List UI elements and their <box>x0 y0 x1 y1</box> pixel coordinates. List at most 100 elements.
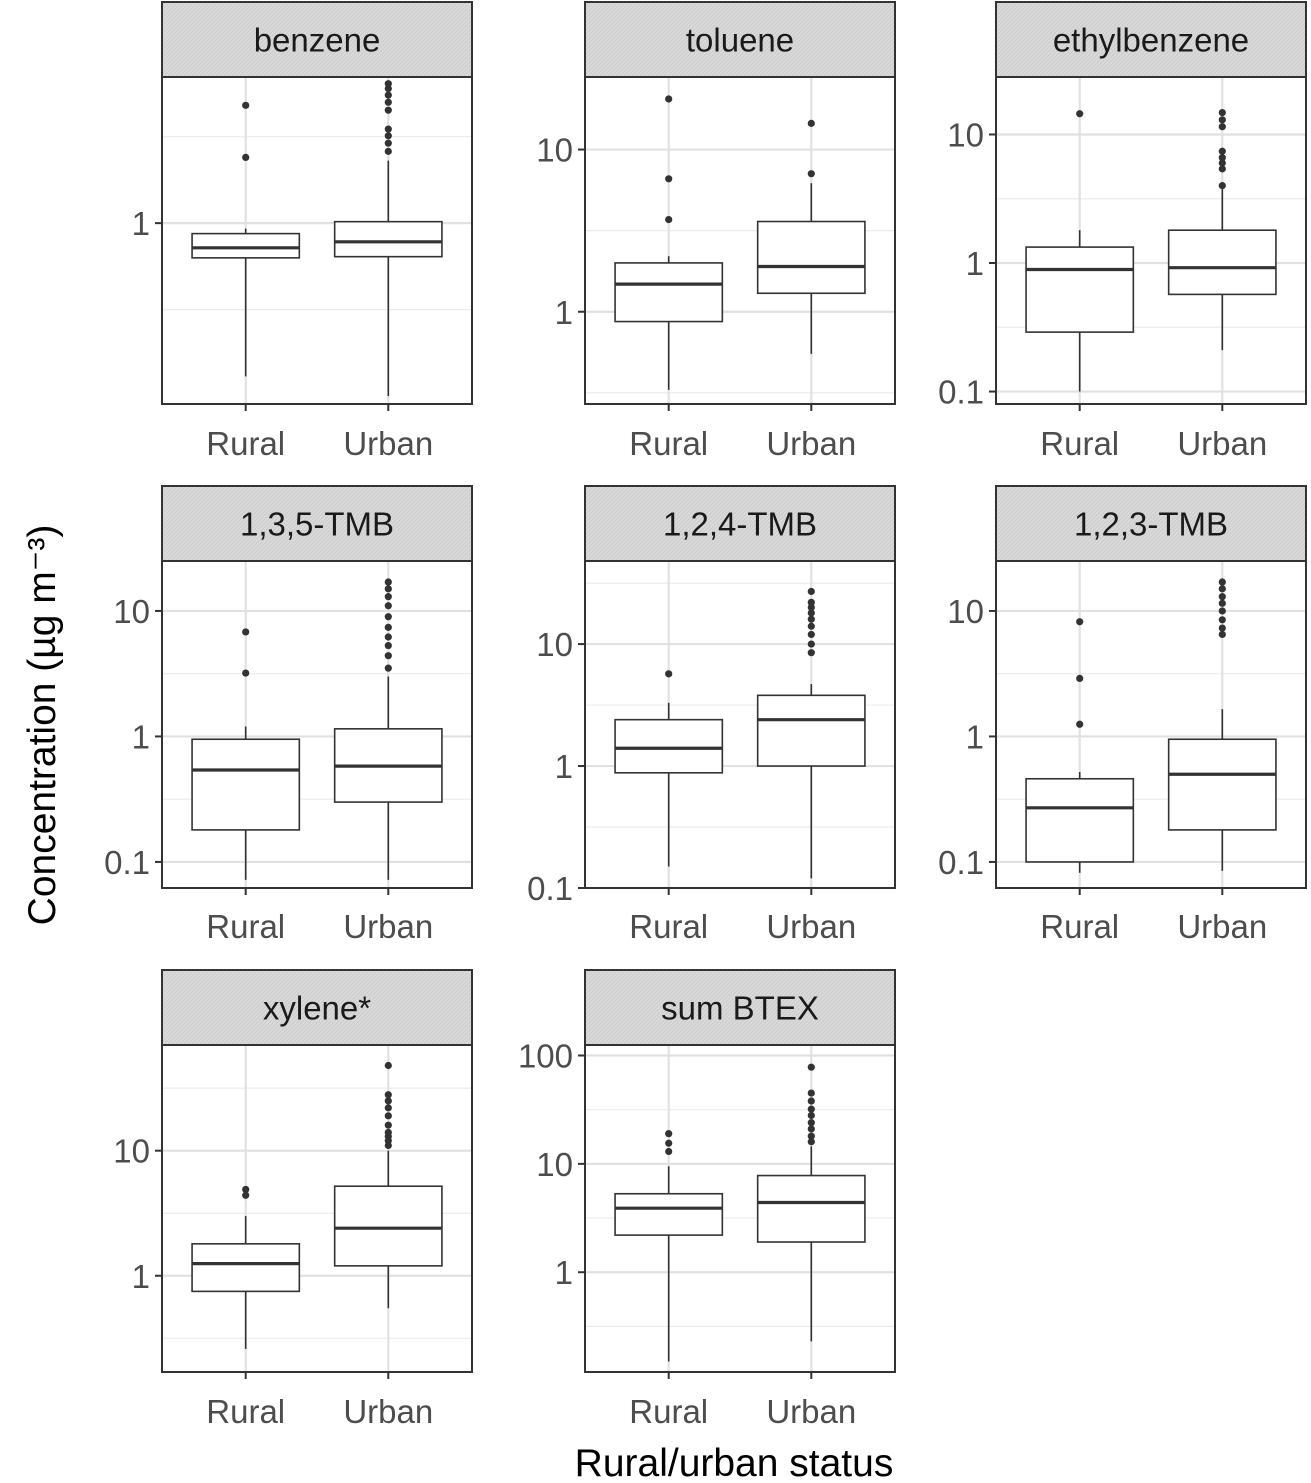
box-rural <box>191 101 301 377</box>
y-tick-label: 10 <box>536 1146 573 1183</box>
box-urban <box>333 578 443 880</box>
facet-strip <box>161 1 473 78</box>
outlier-point <box>807 119 815 127</box>
box-urban <box>756 1063 866 1342</box>
outlier-point <box>807 1097 815 1105</box>
outlier-point <box>384 1121 392 1129</box>
iqr-box <box>333 1185 443 1267</box>
panel-border <box>584 1044 896 1373</box>
facet-strip <box>584 1 896 78</box>
x-axis-title: Rural/urban status <box>575 1442 894 1483</box>
outlier-point <box>384 652 392 660</box>
outlier-point <box>1218 630 1226 639</box>
facet-title: ethylbenzene <box>1053 22 1249 59</box>
y-tick-label: 0.1 <box>104 844 150 881</box>
panel-7: xylene* 1 10 Rural Urban <box>113 969 473 1430</box>
outlier-point <box>1218 585 1226 593</box>
y-tick-label: 1 <box>555 1254 573 1291</box>
panel-border <box>161 1044 473 1373</box>
outlier-point <box>807 640 815 648</box>
outlier-point <box>1218 182 1226 190</box>
outlier-point <box>384 578 392 586</box>
panel-background <box>162 561 472 888</box>
x-tick-label: Urban <box>766 908 856 945</box>
facet-strip <box>995 485 1307 562</box>
outlier-point <box>242 1185 250 1194</box>
outlier-point <box>1218 616 1226 624</box>
panel-border <box>161 76 473 405</box>
panel-border <box>584 560 896 889</box>
outlier-point <box>384 106 392 114</box>
panel-border <box>995 76 1307 405</box>
iqr-box <box>1025 777 1135 863</box>
outlier-point <box>1218 154 1226 162</box>
panel-border <box>161 560 473 889</box>
outlier-point <box>242 101 250 109</box>
iqr-box <box>1167 229 1277 296</box>
outlier-point <box>242 153 250 161</box>
y-tick-label: 10 <box>536 132 573 169</box>
outlier-point <box>384 147 392 155</box>
y-axis-title: Concentration (µg m⁻³) <box>21 525 64 926</box>
box-urban <box>1167 108 1277 351</box>
x-tick-label: Urban <box>343 1393 433 1430</box>
outlier-point <box>1218 147 1226 155</box>
panel-1: benzene 1 Rural Urban <box>132 1 473 462</box>
outlier-point <box>384 1097 392 1105</box>
outlier-point <box>1218 593 1226 601</box>
facet-strip <box>995 1 1307 78</box>
iqr-box <box>1025 246 1135 333</box>
y-tick-label: 10 <box>947 116 984 153</box>
box-urban <box>756 587 866 879</box>
iqr-box <box>756 694 866 767</box>
facet-strip <box>584 485 896 562</box>
x-tick-label: Rural <box>1040 425 1119 462</box>
y-tick-label: 0.1 <box>938 844 984 881</box>
box-urban <box>1167 578 1277 871</box>
box-rural <box>1025 618 1135 873</box>
outlier-point <box>807 649 815 657</box>
outlier-point <box>384 98 392 106</box>
y-tick-label: 1 <box>132 1258 150 1295</box>
outlier-point <box>807 603 815 611</box>
x-tick-label: Urban <box>343 908 433 945</box>
box-urban <box>333 80 443 397</box>
facet-title: xylene* <box>263 990 371 1027</box>
panel-6: 1,2,3-TMB 0.1 1 10 Rural Urban <box>938 485 1307 945</box>
outlier-point <box>665 215 673 224</box>
outlier-point <box>384 585 392 593</box>
outlier-point <box>665 1130 673 1138</box>
outlier-point <box>384 623 392 631</box>
y-tick-label: 10 <box>536 626 573 663</box>
outlier-point <box>665 1139 673 1147</box>
x-tick-label: Urban <box>766 425 856 462</box>
outlier-point <box>384 1091 392 1099</box>
outlier-point <box>1218 624 1226 632</box>
y-tick-label: 1 <box>555 294 573 331</box>
outlier-point <box>384 132 392 140</box>
outlier-point <box>807 1063 815 1071</box>
outlier-point <box>384 80 392 88</box>
panel-2: toluene 1 10 Rural Urban <box>536 1 896 462</box>
x-tick-label: Rural <box>629 908 708 945</box>
outlier-point <box>807 587 815 596</box>
outlier-point <box>1076 674 1084 683</box>
facet-strip <box>161 969 473 1046</box>
outlier-point <box>807 1138 815 1146</box>
iqr-box <box>756 1174 866 1243</box>
outlier-point <box>807 630 815 639</box>
outlier-point <box>384 139 392 147</box>
box-rural <box>1025 110 1135 392</box>
outlier-point <box>1218 607 1226 615</box>
outlier-point <box>384 1128 392 1137</box>
outlier-point <box>807 622 815 630</box>
iqr-box <box>614 262 724 323</box>
x-tick-label: Urban <box>1177 425 1267 462</box>
outlier-point <box>807 598 815 606</box>
x-tick-label: Urban <box>1177 908 1267 945</box>
facet-title: 1,2,4-TMB <box>663 506 817 543</box>
x-tick-label: Urban <box>766 1393 856 1430</box>
outlier-point <box>1218 123 1226 131</box>
outlier-point <box>384 1061 392 1070</box>
